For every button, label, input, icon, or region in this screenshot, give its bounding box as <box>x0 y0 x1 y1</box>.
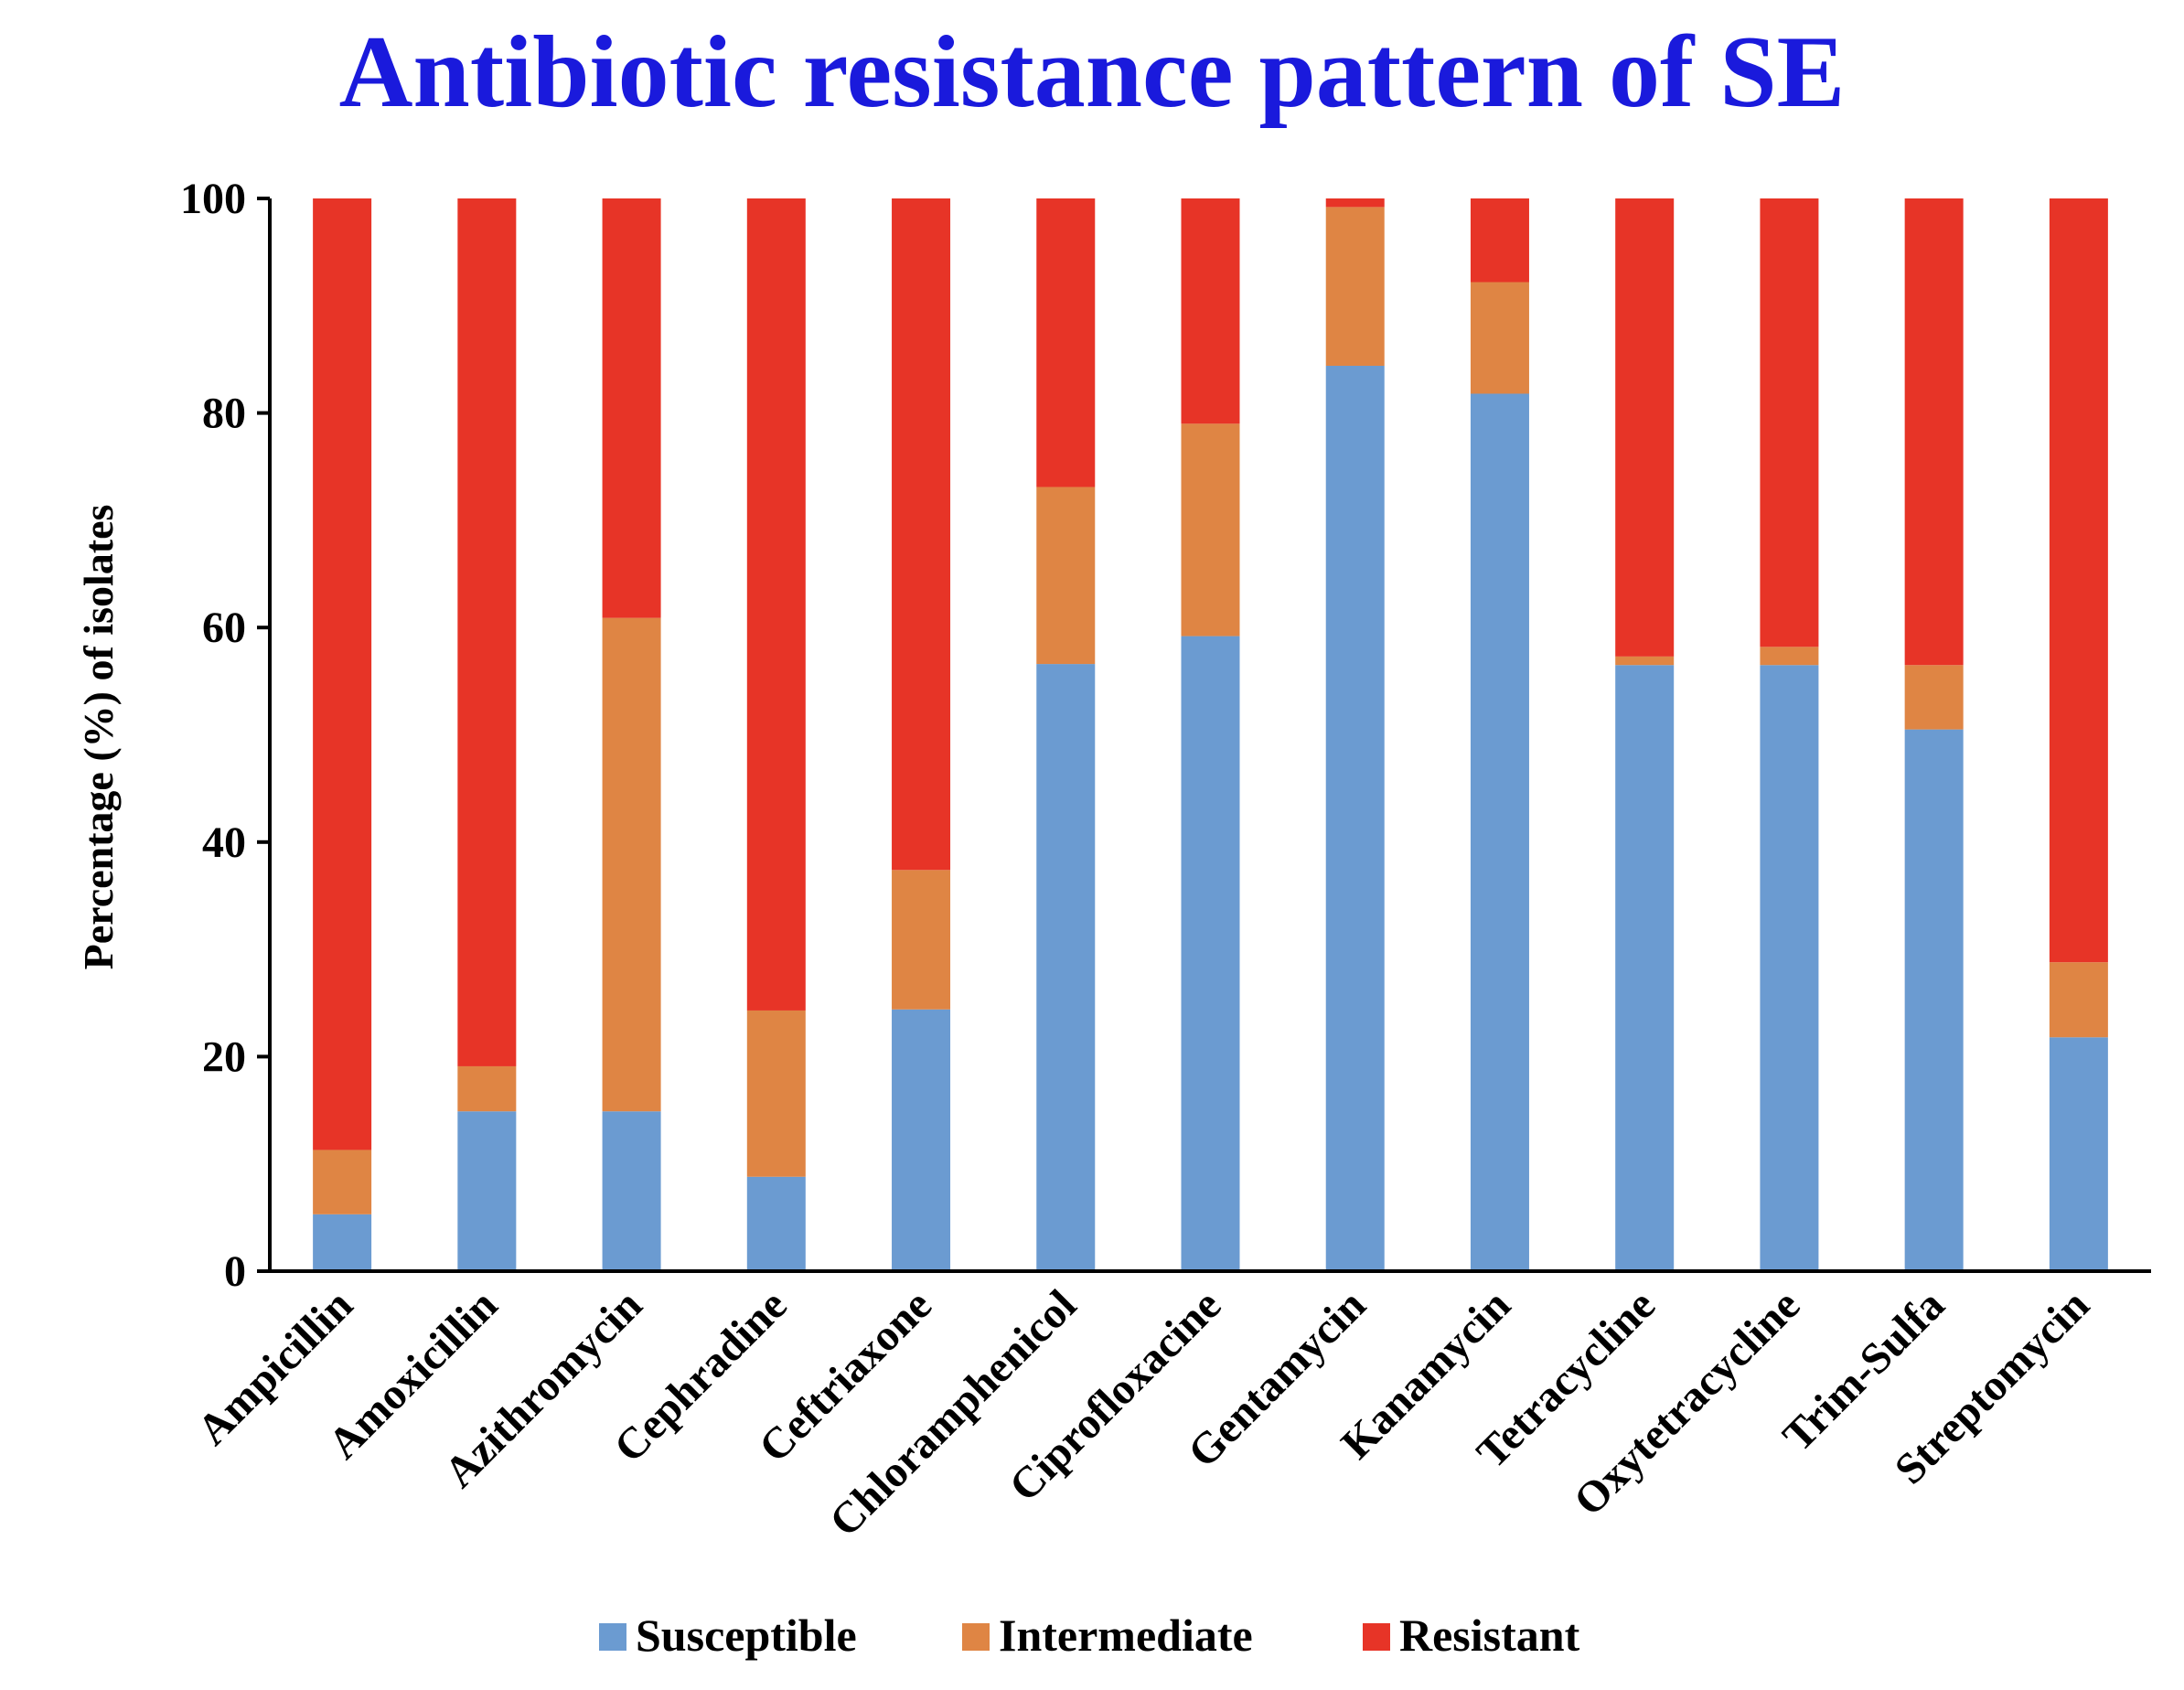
bar-intermediate-trim-sulfa <box>1904 665 1964 730</box>
bar-susceptible-tetracycline <box>1615 665 1675 1271</box>
x-label-chloramphenicol: Chloramphenicol <box>820 1280 1086 1546</box>
legend-label-intermediate: Intermediate <box>999 1610 1253 1661</box>
legend-label-susceptible: Susceptible <box>636 1610 857 1661</box>
bar-resistant-kanamycin <box>1470 198 1529 283</box>
bar-susceptible-trim-sulfa <box>1904 729 1964 1271</box>
bar-resistant-trim-sulfa <box>1904 198 1964 666</box>
bar-resistant-ciprofloxacine <box>1181 198 1240 424</box>
y-tick-label: 40 <box>202 818 246 867</box>
legend-swatch-resistant <box>1363 1623 1390 1651</box>
bar-resistant-tetracycline <box>1615 198 1675 657</box>
bar-intermediate-ampicillin <box>313 1150 372 1214</box>
bar-susceptible-kanamycin <box>1470 393 1529 1272</box>
bar-susceptible-azithromycin <box>602 1111 661 1271</box>
bar-susceptible-ciprofloxacine <box>1181 636 1240 1271</box>
bar-resistant-streptomycin <box>2049 198 2108 963</box>
bar-intermediate-chloramphenicol <box>1036 487 1096 665</box>
bar-resistant-chloramphenicol <box>1036 198 1096 487</box>
y-ticks: 0 20 40 60 80 100 <box>180 175 270 1296</box>
bar-susceptible-amoxicillin <box>457 1111 517 1271</box>
legend: Susceptible Intermediate Resistant <box>599 1610 1580 1661</box>
bar-intermediate-kanamycin <box>1470 282 1529 394</box>
y-tick-label: 20 <box>202 1032 246 1081</box>
axes-layer <box>268 198 2151 1273</box>
y-tick-label: 60 <box>202 604 246 652</box>
bar-intermediate-ceftriaxone <box>892 870 951 1010</box>
bar-intermediate-azithromycin <box>602 617 661 1112</box>
bar-susceptible-gentamycin <box>1325 365 1385 1271</box>
bar-resistant-ampicillin <box>313 198 372 1150</box>
legend-swatch-susceptible <box>599 1623 626 1651</box>
bar-susceptible-ampicillin <box>313 1214 372 1271</box>
bars-layer <box>313 198 2108 1272</box>
bar-intermediate-streptomycin <box>2049 962 2108 1038</box>
bar-intermediate-cephradine <box>746 1010 806 1177</box>
bar-intermediate-tetracycline <box>1615 656 1675 666</box>
bar-susceptible-streptomycin <box>2049 1037 2108 1271</box>
y-tick-label: 0 <box>224 1247 246 1296</box>
bar-resistant-ceftriaxone <box>892 198 951 871</box>
bar-intermediate-oxytetracycline <box>1760 647 1819 666</box>
bar-resistant-cephradine <box>746 198 806 1011</box>
bar-intermediate-amoxicillin <box>457 1065 517 1112</box>
bar-intermediate-ciprofloxacine <box>1181 423 1240 636</box>
legend-swatch-intermediate <box>962 1623 990 1651</box>
bar-susceptible-ceftriaxone <box>892 1009 951 1271</box>
y-tick-label: 100 <box>180 175 246 223</box>
bar-susceptible-chloramphenicol <box>1036 664 1096 1271</box>
chart-title: Antibiotic resistance pattern of SE <box>338 16 1846 129</box>
bar-susceptible-cephradine <box>746 1176 806 1271</box>
bar-susceptible-oxytetracycline <box>1760 665 1819 1271</box>
x-category-labels: AmpicillinAmoxicillinAzithromycinCephrad… <box>188 1280 2099 1546</box>
y-axis-title: Percentage (%) of isolates <box>75 505 122 970</box>
bar-resistant-azithromycin <box>602 198 661 618</box>
y-tick-label: 80 <box>202 390 246 438</box>
bar-intermediate-gentamycin <box>1325 207 1385 366</box>
legend-label-resistant: Resistant <box>1399 1610 1580 1661</box>
bar-resistant-oxytetracycline <box>1760 198 1819 647</box>
bar-resistant-amoxicillin <box>457 198 517 1066</box>
bar-resistant-gentamycin <box>1325 198 1385 208</box>
